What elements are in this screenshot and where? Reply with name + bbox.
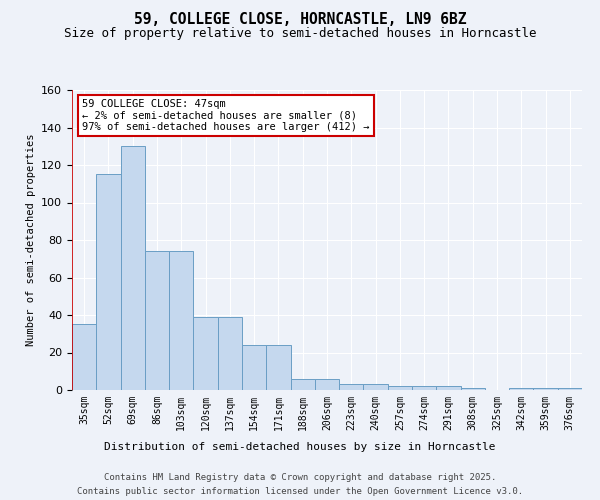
Text: Size of property relative to semi-detached houses in Horncastle: Size of property relative to semi-detach… [64,28,536,40]
Bar [461,388,485,390]
Text: 59, COLLEGE CLOSE, HORNCASTLE, LN9 6BZ: 59, COLLEGE CLOSE, HORNCASTLE, LN9 6BZ [134,12,466,28]
Bar [339,384,364,390]
Bar [533,388,558,390]
Bar [315,379,339,390]
Bar [218,317,242,390]
Bar [412,386,436,390]
Bar [242,345,266,390]
Bar [96,174,121,390]
Text: Distribution of semi-detached houses by size in Horncastle: Distribution of semi-detached houses by … [104,442,496,452]
Bar [72,324,96,390]
Bar [169,251,193,390]
Text: Contains HM Land Registry data © Crown copyright and database right 2025.: Contains HM Land Registry data © Crown c… [104,472,496,482]
Bar [436,386,461,390]
Bar [509,388,533,390]
Bar [266,345,290,390]
Text: Contains public sector information licensed under the Open Government Licence v3: Contains public sector information licen… [77,488,523,496]
Bar [121,146,145,390]
Y-axis label: Number of semi-detached properties: Number of semi-detached properties [26,134,35,346]
Text: 59 COLLEGE CLOSE: 47sqm
← 2% of semi-detached houses are smaller (8)
97% of semi: 59 COLLEGE CLOSE: 47sqm ← 2% of semi-det… [82,99,370,132]
Bar [145,251,169,390]
Bar [558,388,582,390]
Bar [193,317,218,390]
Bar [290,379,315,390]
Bar [388,386,412,390]
Bar [364,384,388,390]
